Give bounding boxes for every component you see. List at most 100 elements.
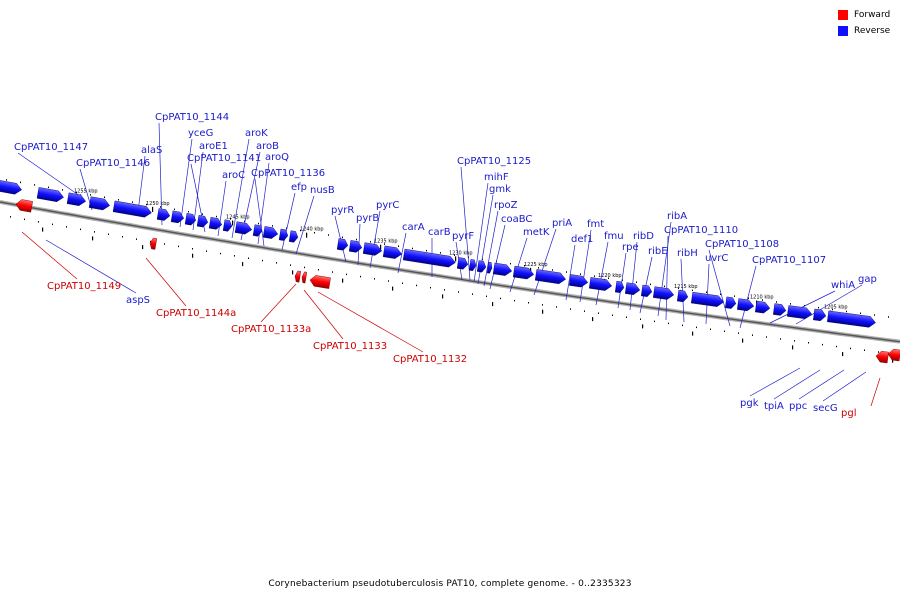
reverse-gene-arrow[interactable]: [813, 308, 827, 322]
gene-label-pgk[interactable]: pgk: [740, 398, 759, 409]
gene-label-nusb[interactable]: nusB: [310, 185, 335, 196]
gene-label-secg[interactable]: secG: [813, 403, 838, 414]
gene-label-rpoz[interactable]: rpoZ: [494, 200, 518, 211]
reverse-gene-arrow[interactable]: [492, 262, 513, 277]
reverse-gene-arrow[interactable]: [456, 257, 469, 270]
gene-label-gap[interactable]: gap: [858, 274, 877, 285]
gene-label-cppat10-1149[interactable]: CpPAT10_1149: [47, 281, 121, 292]
reverse-gene-arrow[interactable]: [112, 200, 152, 218]
forward-gene-arrow[interactable]: [294, 270, 302, 283]
gene-label-efp[interactable]: efp: [291, 182, 307, 193]
gene-label-riba[interactable]: ribA: [667, 211, 687, 222]
reverse-gene-arrow[interactable]: [88, 196, 111, 211]
reverse-gene-arrow[interactable]: [222, 219, 233, 232]
gene-label-cppat10-1147[interactable]: CpPAT10_1147: [14, 142, 88, 153]
reverse-gene-arrow[interactable]: [362, 242, 383, 257]
reverse-gene-arrow[interactable]: [534, 269, 566, 285]
reverse-gene-arrow[interactable]: [196, 215, 209, 228]
forward-gene-arrow[interactable]: [887, 348, 900, 362]
gene-label-cara[interactable]: carA: [402, 222, 425, 233]
reverse-gene-arrow[interactable]: [348, 240, 363, 253]
gene-label-uvrc[interactable]: uvrC: [705, 253, 728, 264]
gene-label-tpia[interactable]: tpiA: [764, 401, 784, 412]
gene-label-rpe[interactable]: rpe: [622, 242, 639, 253]
gene-label-def1[interactable]: def1: [571, 234, 593, 245]
reverse-gene-arrow[interactable]: [691, 291, 724, 307]
reverse-gene-arrow[interactable]: [156, 208, 171, 221]
gene-label-pgl[interactable]: pgl: [841, 408, 856, 419]
reverse-gene-arrow[interactable]: [468, 259, 477, 272]
reverse-gene-arrow[interactable]: [278, 228, 289, 241]
forward-gene-arrow[interactable]: [15, 199, 33, 213]
gene-label-cppat10-1132[interactable]: CpPAT10_1132: [393, 354, 467, 365]
gene-label-cppat10-1107[interactable]: CpPAT10_1107: [752, 255, 826, 266]
gene-label-carb[interactable]: carB: [428, 227, 451, 238]
gene-label-ribe[interactable]: ribE: [648, 246, 668, 257]
reverse-gene-arrow[interactable]: [252, 224, 263, 237]
gene-label-gmk[interactable]: gmk: [489, 184, 511, 195]
reverse-gene-arrow[interactable]: [36, 187, 65, 202]
gene-label-pyrc[interactable]: pyrC: [376, 200, 399, 211]
reverse-gene-arrow[interactable]: [0, 179, 23, 195]
reverse-gene-arrow[interactable]: [652, 286, 675, 301]
gene-label-fmt[interactable]: fmt: [587, 219, 604, 230]
gene-label-cppat10-1133a[interactable]: CpPAT10_1133a: [231, 324, 311, 335]
reverse-gene-arrow[interactable]: [336, 238, 349, 251]
reverse-gene-arrow[interactable]: [725, 296, 737, 309]
forward-gene-arrow[interactable]: [875, 350, 889, 364]
reverse-gene-arrow[interactable]: [737, 298, 755, 312]
reverse-gene-arrow[interactable]: [170, 210, 185, 224]
reverse-gene-arrow[interactable]: [614, 280, 625, 293]
reverse-gene-arrow[interactable]: [568, 274, 589, 288]
gene-label-pria[interactable]: priA: [552, 218, 572, 229]
gene-label-arok[interactable]: aroK: [245, 128, 268, 139]
gene-label-cppat10-1141[interactable]: CpPAT10_1141: [187, 153, 261, 164]
reverse-gene-arrow[interactable]: [676, 289, 689, 303]
reverse-gene-arrow[interactable]: [640, 284, 653, 297]
reverse-gene-arrow[interactable]: [262, 226, 279, 239]
gene-label-cppat10-1108[interactable]: CpPAT10_1108: [705, 239, 779, 250]
gene-label-cppat10-1125[interactable]: CpPAT10_1125: [457, 156, 531, 167]
gene-label-aroq[interactable]: aroQ: [265, 152, 289, 163]
gene-label-ribh[interactable]: ribH: [677, 248, 698, 259]
gene-label-yceg[interactable]: yceG: [188, 128, 213, 139]
gene-label-cppat10-1146[interactable]: CpPAT10_1146: [76, 158, 150, 169]
reverse-gene-arrow[interactable]: [476, 260, 487, 273]
reverse-gene-arrow[interactable]: [208, 217, 223, 230]
forward-gene-arrow[interactable]: [309, 275, 331, 289]
gene-label-mihf[interactable]: mihF: [484, 172, 509, 183]
reverse-gene-arrow[interactable]: [402, 248, 456, 268]
forward-gene-arrow[interactable]: [301, 271, 308, 284]
reverse-gene-arrow[interactable]: [184, 213, 197, 226]
gene-label-arob[interactable]: aroB: [256, 141, 279, 152]
gene-label-cppat10-1144a[interactable]: CpPAT10_1144a: [156, 308, 236, 319]
gene-label-aroc[interactable]: aroC: [222, 170, 245, 181]
reverse-gene-arrow[interactable]: [486, 261, 493, 274]
gene-label-coabc[interactable]: coaBC: [501, 214, 532, 225]
gene-label-ribd[interactable]: ribD: [633, 231, 654, 242]
gene-label-fmu[interactable]: fmu: [604, 231, 624, 242]
reverse-gene-arrow[interactable]: [588, 277, 613, 291]
gene-label-asps[interactable]: aspS: [126, 295, 150, 306]
gene-label-pyrr[interactable]: pyrR: [331, 205, 354, 216]
gene-label-cppat10-1144[interactable]: CpPAT10_1144: [155, 112, 229, 123]
gene-label-whia[interactable]: whiA: [831, 280, 855, 291]
gene-label-pyrb[interactable]: pyrB: [356, 213, 379, 224]
gene-label-ppc[interactable]: ppc: [789, 401, 807, 412]
gene-label-cppat10-1136[interactable]: CpPAT10_1136: [251, 168, 325, 179]
reverse-gene-arrow[interactable]: [773, 303, 787, 317]
reverse-gene-arrow[interactable]: [288, 230, 299, 243]
gene-label-cppat10-1133[interactable]: CpPAT10_1133: [313, 341, 387, 352]
gene-label-aroe1[interactable]: aroE1: [199, 141, 228, 152]
reverse-gene-arrow[interactable]: [787, 305, 813, 319]
gene-label-pyrf[interactable]: pyrF: [452, 231, 474, 242]
reverse-gene-arrow[interactable]: [382, 245, 403, 260]
gene-label-cppat10-1110[interactable]: CpPAT10_1110: [664, 225, 738, 236]
gene-label-alas[interactable]: alaS: [141, 145, 162, 156]
forward-gene-arrow[interactable]: [149, 237, 158, 250]
reverse-gene-arrow[interactable]: [624, 282, 641, 296]
gene-label-metk[interactable]: metK: [523, 227, 550, 238]
reverse-gene-arrow[interactable]: [512, 265, 535, 280]
reverse-gene-arrow[interactable]: [755, 300, 771, 314]
reverse-gene-arrow[interactable]: [66, 192, 87, 207]
